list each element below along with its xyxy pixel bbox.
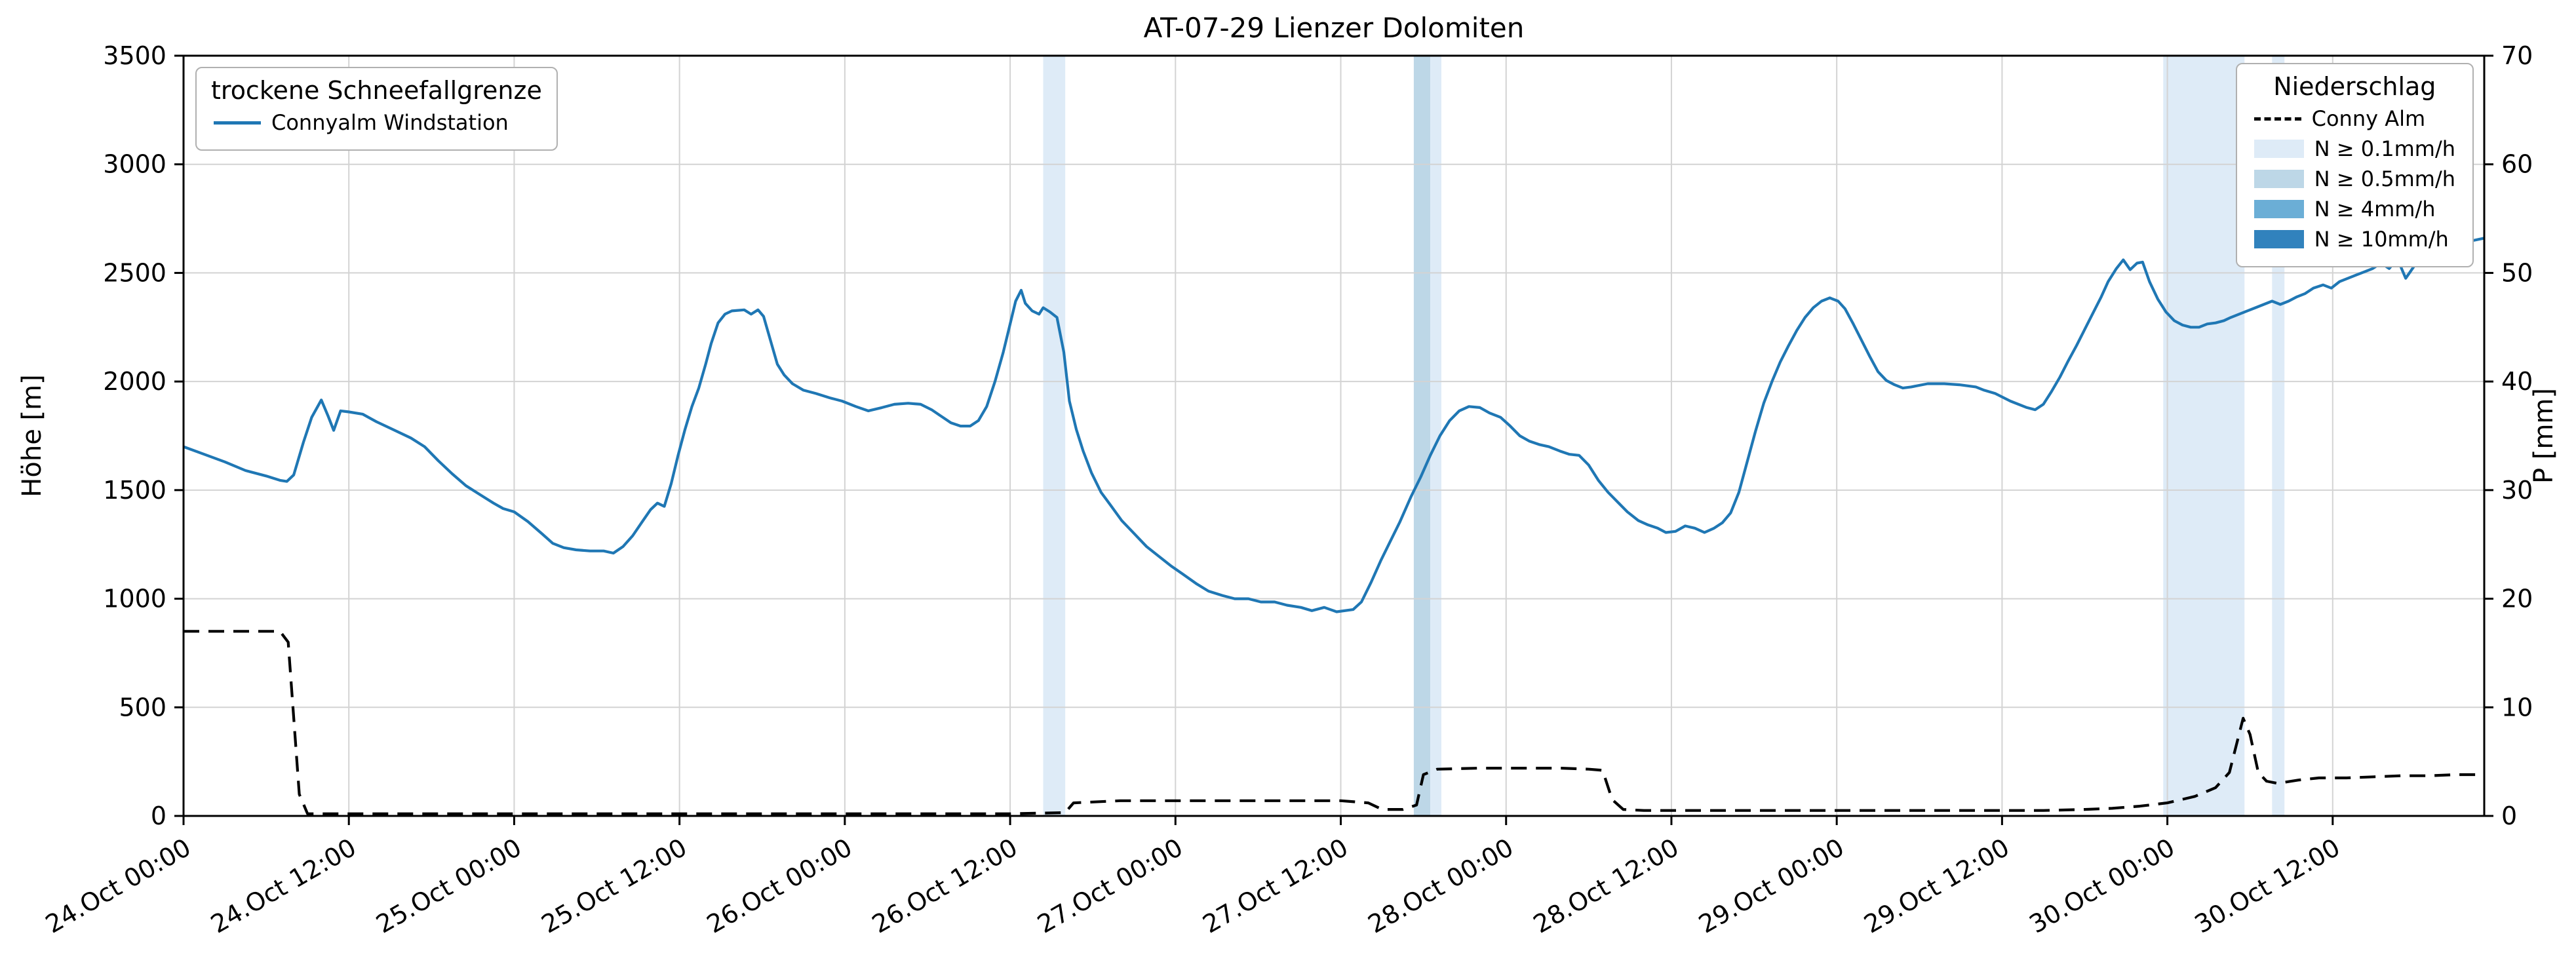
legend-snowline: trockene Schneefallgrenze Connyalm Winds… xyxy=(195,67,558,151)
x-tick-label: 24.Oct 12:00 xyxy=(206,833,361,939)
y-left-tick-label: 0 xyxy=(151,802,166,830)
precip-level-swatch-icon xyxy=(2254,140,2304,158)
y-right-tick-label: 40 xyxy=(2501,367,2533,396)
x-tick-label: 28.Oct 00:00 xyxy=(1363,833,1519,939)
x-tick-label: 30.Oct 12:00 xyxy=(2190,833,2345,939)
legend-precip: Niederschlag Conny Alm N ≥ 0.1mm/h N ≥ 0… xyxy=(2235,63,2474,267)
precip-line-sample-icon xyxy=(2254,117,2301,121)
x-tick-label: 30.Oct 00:00 xyxy=(2025,833,2180,939)
precip-band xyxy=(1413,56,1431,816)
y-left-tick-label: 3500 xyxy=(103,41,166,70)
y-right-tick-label: 0 xyxy=(2501,802,2517,830)
y-right-tick-label: 20 xyxy=(2501,585,2533,613)
x-tick-label: 28.Oct 12:00 xyxy=(1529,833,1684,939)
series-conny-alm xyxy=(184,630,2484,815)
precip-band xyxy=(2163,56,2245,816)
y-left-tick-label: 3000 xyxy=(103,150,166,179)
y-right-tick-label: 70 xyxy=(2501,41,2533,70)
chart-title: AT-07-29 Lienzer Dolomiten xyxy=(1143,12,1525,44)
precip-level-swatch-icon xyxy=(2254,200,2304,218)
legend-precip-line-label: Conny Alm xyxy=(2311,106,2426,131)
precip-level-entry: N ≥ 0.5mm/h xyxy=(2254,166,2455,191)
y-right-tick-label: 30 xyxy=(2501,476,2533,505)
y-right-tick-label: 60 xyxy=(2501,150,2533,179)
y-left-tick-label: 500 xyxy=(119,693,166,722)
precip-level-entry: N ≥ 10mm/h xyxy=(2254,227,2455,252)
x-tick-label: 25.Oct 00:00 xyxy=(371,833,526,939)
precip-level-swatch-icon xyxy=(2254,170,2304,188)
precip-level-label: N ≥ 10mm/h xyxy=(2314,227,2449,252)
x-tick-label: 25.Oct 12:00 xyxy=(537,833,692,939)
precip-level-swatch-icon xyxy=(2254,230,2304,248)
y-right-tick-label: 50 xyxy=(2501,258,2533,287)
y-left-tick-label: 2500 xyxy=(103,258,166,287)
y-left-tick-label: 2000 xyxy=(103,367,166,396)
precip-band xyxy=(1430,56,1441,816)
precip-level-label: N ≥ 4mm/h xyxy=(2314,197,2436,222)
x-tick-label: 26.Oct 00:00 xyxy=(702,833,857,939)
x-tick-label: 27.Oct 12:00 xyxy=(1198,833,1353,939)
x-tick-label: 29.Oct 12:00 xyxy=(1859,833,2014,939)
legend-snowline-entry-label: Connyalm Windstation xyxy=(271,110,509,135)
y-right-tick-label: 10 xyxy=(2501,693,2533,722)
legend-snowline-entry: Connyalm Windstation xyxy=(214,110,539,135)
y-left-tick-label: 1000 xyxy=(103,585,166,613)
snowline-line-sample-icon xyxy=(214,121,261,125)
plot-frame xyxy=(182,54,2486,817)
legend-precip-title: Niederschlag xyxy=(2273,72,2436,101)
legend-snowline-title: trockene Schneefallgrenze xyxy=(211,76,542,105)
legend-precip-line-entry: Conny Alm xyxy=(2254,106,2455,131)
series-connyalm-windstation xyxy=(183,237,2485,613)
x-tick-label: 29.Oct 00:00 xyxy=(1694,833,1849,939)
x-tick-label: 27.Oct 00:00 xyxy=(1032,833,1188,939)
precip-level-entry: N ≥ 0.1mm/h xyxy=(2254,136,2455,161)
precip-band xyxy=(1043,56,1066,816)
x-tick-label: 26.Oct 12:00 xyxy=(867,833,1023,939)
precip-level-label: N ≥ 0.5mm/h xyxy=(2314,166,2455,191)
x-tick-label: 24.Oct 00:00 xyxy=(41,833,196,939)
precip-level-entry: N ≥ 4mm/h xyxy=(2254,197,2455,222)
y-left-tick-label: 1500 xyxy=(103,476,166,505)
precip-level-label: N ≥ 0.1mm/h xyxy=(2314,136,2455,161)
